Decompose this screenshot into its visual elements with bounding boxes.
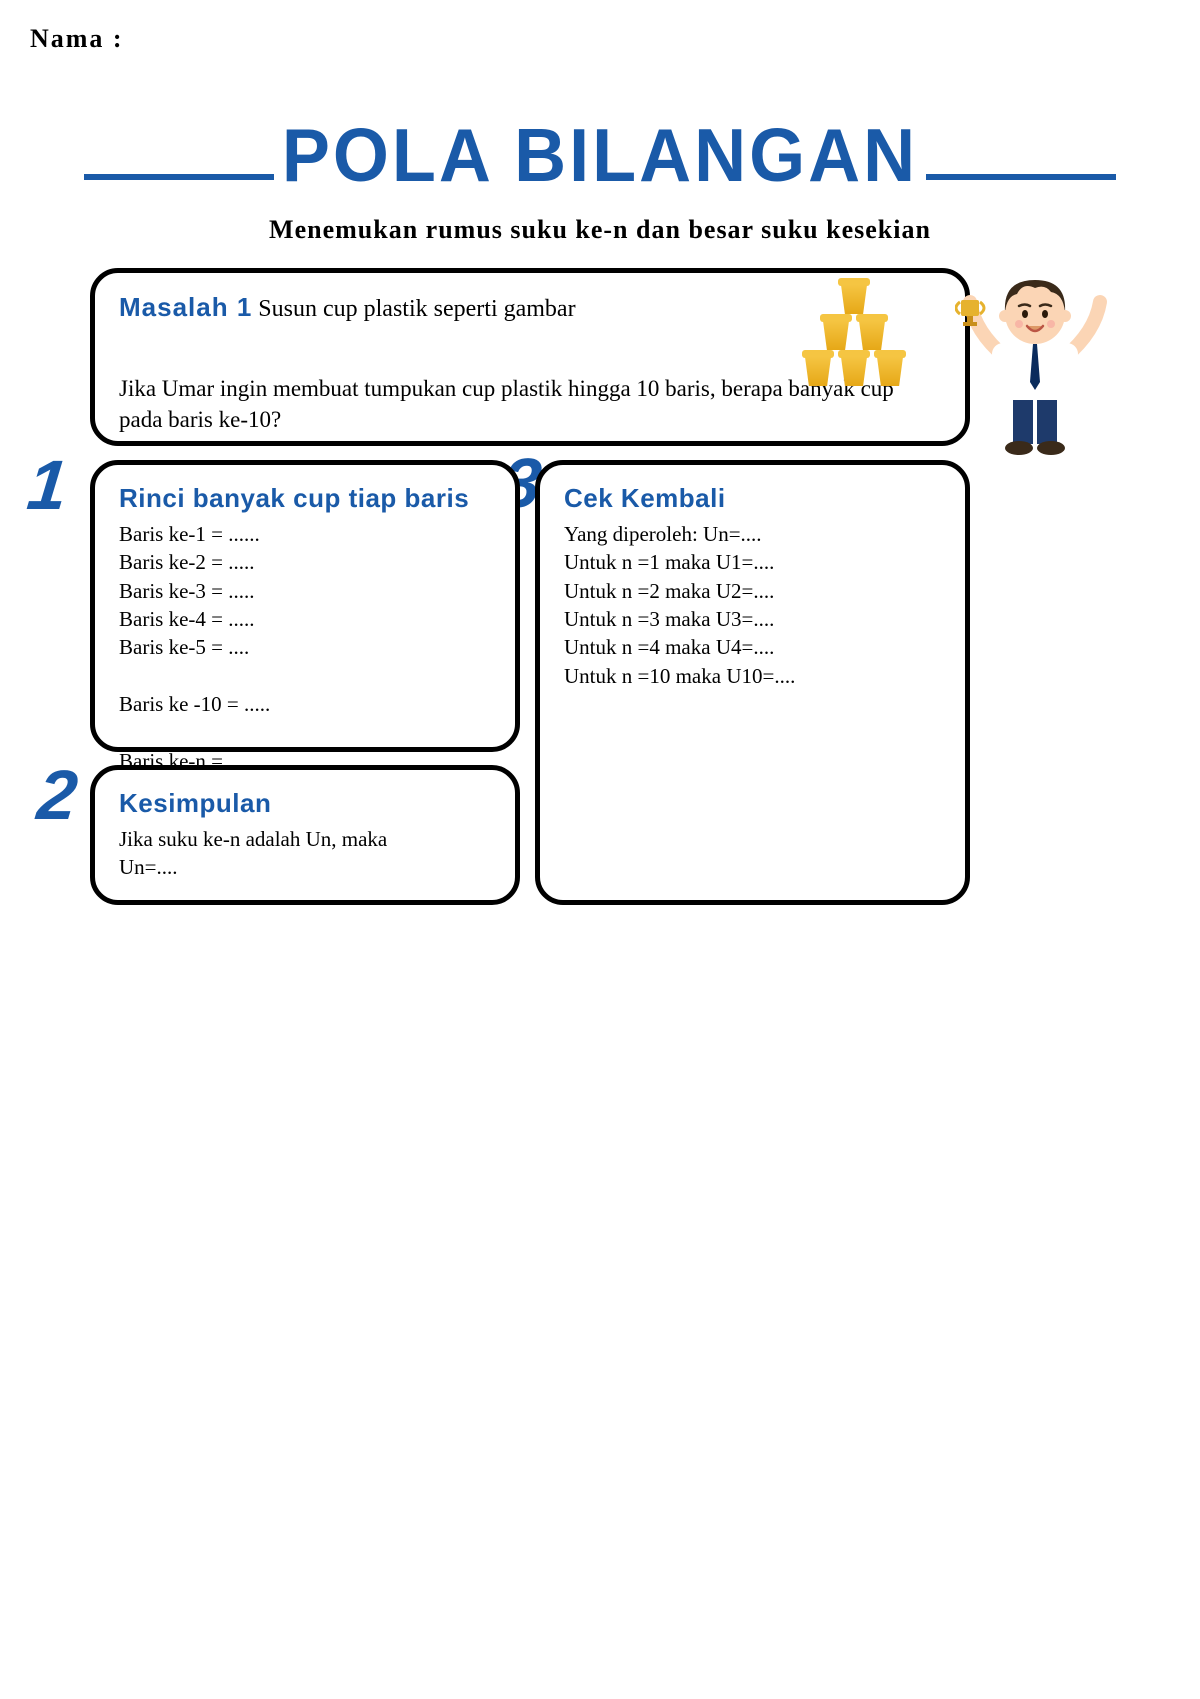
kesimpulan-lines: Jika suku ke-n adalah Un, maka Un=.... (119, 825, 491, 882)
text-line: Baris ke-5 = .... (119, 633, 491, 661)
page-title: POLA BILANGAN (274, 118, 926, 194)
name-label: Nama : (30, 24, 124, 54)
cek-lines: Yang diperoleh: Un=....Untuk n =1 maka U… (564, 520, 941, 690)
cup-icon (874, 350, 906, 386)
title-underline-right (926, 174, 1116, 180)
boy-character-icon (955, 262, 1115, 462)
title-row: POLA BILANGAN (60, 120, 1140, 192)
text-line: Un=.... (119, 853, 491, 881)
cup-stack-icon (780, 278, 930, 398)
cup-icon (856, 314, 888, 350)
text-line: Untuk n =2 maka U2=.... (564, 577, 941, 605)
text-line: Baris ke-3 = ..... (119, 577, 491, 605)
rinci-lines: Baris ke-1 = ......Baris ke-2 = .....Bar… (119, 520, 491, 775)
rinci-heading: Rinci banyak cup tiap baris (119, 483, 491, 514)
masalah-intro: Susun cup plastik seperti gambar (258, 296, 575, 322)
box-cek: Cek Kembali Yang diperoleh: Un=....Untuk… (535, 460, 970, 905)
text-line: Baris ke-2 = ..... (119, 548, 491, 576)
step-number-1: 1 (24, 450, 70, 520)
masalah-label: Masalah 1 (119, 292, 252, 322)
text-line: Untuk n =4 maka U4=.... (564, 633, 941, 661)
text-line: Jika suku ke-n adalah Un, maka (119, 825, 491, 853)
cek-heading: Cek Kembali (564, 483, 941, 514)
box-kesimpulan: Kesimpulan Jika suku ke-n adalah Un, mak… (90, 765, 520, 905)
cup-icon (820, 314, 852, 350)
text-line: Yang diperoleh: Un=.... (564, 520, 941, 548)
text-line: Untuk n =3 maka U3=.... (564, 605, 941, 633)
kesimpulan-heading: Kesimpulan (119, 788, 491, 819)
text-line: Untuk n =10 maka U10=.... (564, 662, 941, 690)
text-line: Baris ke -10 = ..... (119, 690, 491, 718)
box-rinci: Rinci banyak cup tiap baris Baris ke-1 =… (90, 460, 520, 752)
text-line (119, 662, 491, 690)
text-line: Untuk n =1 maka U1=.... (564, 548, 941, 576)
text-line: Baris ke-4 = ..... (119, 605, 491, 633)
title-underline-left (84, 174, 274, 180)
text-line: Baris ke-1 = ...... (119, 520, 491, 548)
text-line (119, 718, 491, 746)
cup-icon (838, 278, 870, 314)
page-subtitle: Menemukan rumus suku ke-n dan besar suku… (0, 215, 1200, 245)
cup-icon (838, 350, 870, 386)
cup-icon (802, 350, 834, 386)
step-number-2: 2 (34, 760, 80, 830)
